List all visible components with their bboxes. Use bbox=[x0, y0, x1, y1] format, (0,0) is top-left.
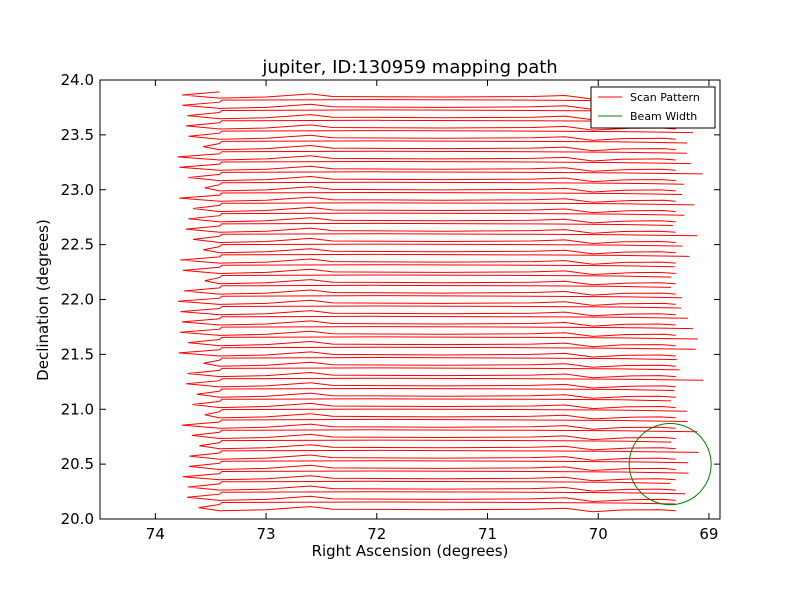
scan-leg bbox=[182, 470, 689, 482]
y-axis-label: Declination (degrees) bbox=[34, 219, 52, 381]
scan-pattern-series bbox=[177, 91, 704, 513]
scan-leg bbox=[193, 233, 698, 245]
legend-label-beam-width: Beam Width bbox=[630, 110, 697, 123]
scan-leg bbox=[183, 284, 676, 296]
scan-leg bbox=[178, 346, 696, 358]
scan-leg bbox=[182, 418, 688, 430]
scan-leg bbox=[188, 212, 685, 224]
legend-label-scan-pattern: Scan Pattern bbox=[630, 91, 700, 104]
scan-leg bbox=[180, 253, 690, 265]
y-tick-label: 22.5 bbox=[61, 236, 94, 254]
x-tick-label: 74 bbox=[146, 525, 165, 543]
legend-box bbox=[590, 86, 716, 129]
scan-leg bbox=[188, 336, 698, 348]
scan-leg bbox=[177, 295, 682, 306]
beam-width-series bbox=[628, 423, 712, 506]
scan-leg bbox=[199, 439, 676, 451]
y-tick-label: 23.0 bbox=[61, 181, 94, 199]
y-tick-label: 24.0 bbox=[61, 71, 94, 89]
scan-leg bbox=[196, 387, 676, 399]
scan-leg bbox=[187, 491, 686, 503]
scan-leg bbox=[187, 480, 676, 492]
scan-leg bbox=[204, 408, 687, 420]
scan-leg bbox=[204, 274, 676, 286]
y-tick-label: 21.0 bbox=[61, 400, 94, 418]
y-tick-label: 22.0 bbox=[61, 291, 94, 309]
plot-area bbox=[100, 80, 720, 519]
y-tick-label: 21.5 bbox=[61, 345, 94, 363]
scan-leg bbox=[188, 460, 689, 472]
scan-leg bbox=[180, 305, 682, 317]
scan-leg bbox=[192, 202, 695, 214]
scan-leg bbox=[181, 315, 688, 327]
beam-width-circle bbox=[628, 423, 712, 506]
legend: Scan Pattern Beam Width bbox=[590, 86, 716, 129]
scan-leg bbox=[185, 222, 676, 234]
scan-leg bbox=[203, 356, 677, 368]
scan-leg bbox=[198, 501, 676, 513]
chart-title: jupiter, ID:130959 mapping path bbox=[261, 57, 557, 78]
x-tick-label: 70 bbox=[589, 525, 608, 543]
scan-leg bbox=[186, 377, 704, 389]
scan-leg bbox=[188, 171, 703, 183]
y-tick-label: 20.5 bbox=[61, 455, 94, 473]
scan-leg bbox=[188, 130, 693, 141]
scan-leg bbox=[177, 150, 687, 162]
scan-leg bbox=[203, 140, 687, 152]
scan-leg bbox=[204, 181, 685, 193]
scan-leg bbox=[179, 160, 691, 172]
x-axis: 74 73 72 71 70 69 bbox=[146, 80, 718, 543]
scan-leg bbox=[186, 119, 688, 131]
x-tick-label: 73 bbox=[257, 525, 276, 543]
y-axis: 20.0 20.5 21.0 21.5 22.0 22.5 23.0 23.5 24.0 bbox=[61, 71, 720, 528]
scan-leg bbox=[179, 191, 683, 203]
scan-leg bbox=[192, 398, 676, 410]
x-tick-label: 71 bbox=[478, 525, 497, 543]
y-tick-label: 23.5 bbox=[61, 126, 94, 144]
scan-leg bbox=[189, 449, 699, 461]
scan-leg bbox=[187, 367, 680, 379]
x-tick-label: 69 bbox=[699, 525, 718, 543]
scan-leg bbox=[203, 243, 683, 255]
scan-leg bbox=[180, 326, 693, 337]
x-axis-label: Right Ascension (degrees) bbox=[312, 542, 509, 560]
scan-leg bbox=[182, 264, 676, 276]
y-tick-label: 20.0 bbox=[61, 510, 94, 528]
x-tick-label: 72 bbox=[367, 525, 386, 543]
scan-leg bbox=[191, 429, 698, 441]
